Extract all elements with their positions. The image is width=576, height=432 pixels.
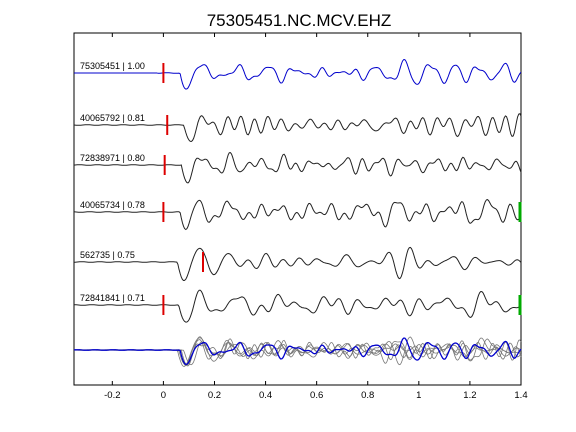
x-tick-label: 1.4 [514,390,527,401]
x-tick-label: 1 [416,390,421,401]
trace-waveform [73,113,522,143]
x-tick-label: 0.2 [208,390,221,401]
trace-label: 40065792 | 0.81 [80,113,145,123]
overlay-master-waveform [73,337,522,365]
trace-label: 72838971 | 0.80 [80,153,145,163]
trace-label: 72841841 | 0.71 [80,293,145,303]
trace-label: 562735 | 0.75 [80,250,135,260]
trace-waveform [73,246,522,282]
x-tick-label: 0.4 [259,390,272,401]
overlay-group [73,336,522,367]
trace-label: 40065734 | 0.78 [80,200,145,210]
x-tick-label: 0 [161,390,166,401]
trace-waveform [73,152,522,184]
trace-waveform [73,199,522,231]
x-tick-label: -0.2 [104,390,120,401]
x-tick-label: 0.6 [310,390,323,401]
trace-waveform [74,289,522,323]
chart-title: 75305451.NC.MCV.EHZ [207,11,392,30]
trace-waveform [157,59,521,90]
x-tick-label: 0.8 [361,390,374,401]
x-axis: -0.2 0 0.2 0.4 0.6 0.8 1 1.2 1.4 [104,33,528,401]
trace-label: 75305451 | 1.00 [80,61,145,71]
x-tick-label: 1.2 [463,390,476,401]
traces-group: 75305451 | 1.00 40065792 | 0.81 72838971 |… [73,59,522,323]
